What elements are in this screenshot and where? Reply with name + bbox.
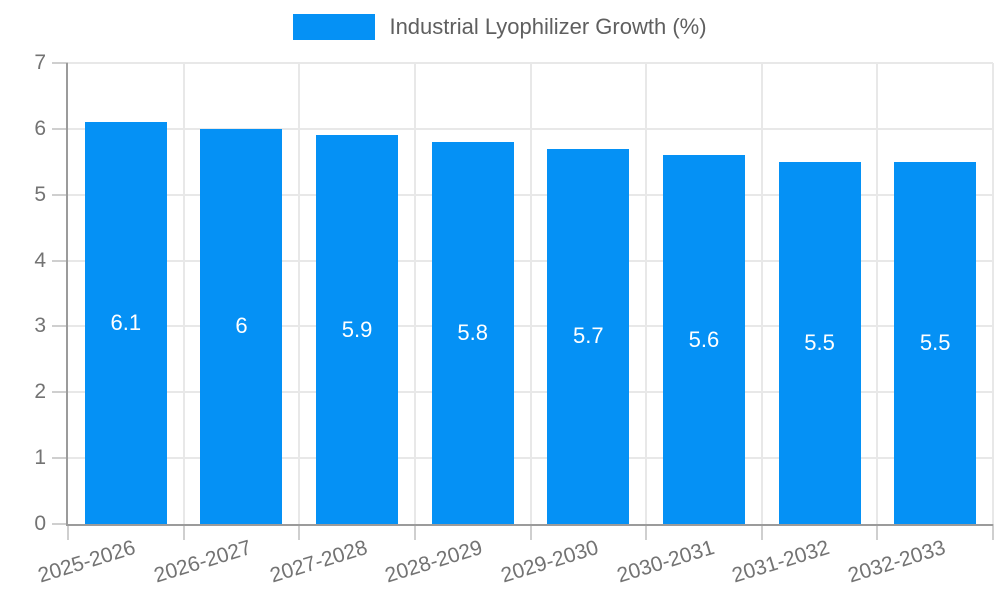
gridline-v: [992, 63, 994, 524]
gridline-v: [760, 63, 763, 524]
y-axis-tick: [52, 62, 68, 64]
y-axis-tick: [52, 325, 68, 328]
y-axis-tick-label: 4: [34, 248, 46, 272]
bar[interactable]: 5.6: [662, 155, 745, 524]
y-axis-tick: [52, 391, 68, 394]
x-axis-tick: [413, 524, 416, 540]
y-axis-tick: [52, 259, 68, 262]
gridline-v: [529, 63, 532, 524]
x-axis-line: [66, 524, 993, 526]
x-axis-tick-label: 2027-2028: [267, 536, 370, 588]
x-axis-tick: [760, 524, 763, 540]
x-axis-tick: [298, 524, 301, 540]
x-axis-tick-label: 2029-2030: [498, 536, 602, 588]
x-axis-tick-label: 2030-2031: [613, 536, 717, 588]
legend-swatch-icon: [293, 14, 376, 40]
bar[interactable]: 6.1: [84, 122, 167, 524]
x-axis-tick: [992, 524, 994, 540]
gridline-v: [182, 63, 185, 524]
x-axis-tick: [529, 524, 532, 540]
x-axis-tick-label: 2028-2029: [382, 536, 486, 588]
y-axis-tick: [52, 127, 68, 130]
x-axis-tick: [67, 524, 69, 540]
bar[interactable]: 6: [200, 128, 283, 524]
legend-label: Industrial Lyophilizer Growth (%): [389, 14, 707, 39]
bar-value-label: 5.9: [341, 316, 373, 342]
bar[interactable]: 5.9: [316, 135, 399, 524]
y-axis-tick-label: 2: [34, 380, 46, 404]
bar-value-label: 6.1: [110, 310, 142, 336]
bar[interactable]: 5.8: [431, 142, 514, 524]
bar-value-label: 5.8: [457, 320, 488, 345]
y-axis-tick: [52, 193, 68, 196]
y-axis-tick-label: 6: [34, 116, 46, 140]
chart-legend[interactable]: Industrial Lyophilizer Growth (%): [0, 14, 1000, 40]
gridline-v: [645, 63, 648, 524]
x-axis-tick-label: 2025-2026: [35, 536, 139, 588]
y-axis-tick-label: 0: [34, 512, 46, 535]
bar[interactable]: 5.5: [894, 161, 977, 524]
y-axis-tick-label: 3: [34, 314, 46, 338]
x-axis-tick-label: 2032-2033: [845, 536, 948, 588]
x-axis-tick: [876, 524, 879, 540]
bar-value-label: 6: [235, 313, 248, 339]
gridline-v: [876, 63, 879, 524]
bar-value-label: 5.7: [573, 323, 604, 349]
bar[interactable]: 5.5: [778, 161, 861, 524]
y-axis-tick-label: 1: [34, 446, 46, 470]
y-axis-tick-label: 7: [34, 51, 46, 74]
x-axis-tick: [182, 524, 185, 540]
y-axis-tick: [52, 457, 68, 460]
x-axis-tick-label: 2026-2027: [151, 536, 255, 588]
bar-value-label: 5.5: [804, 329, 835, 355]
x-axis-tick-label: 2031-2032: [729, 536, 833, 588]
y-axis-line: [66, 63, 68, 524]
bar-value-label: 5.6: [688, 326, 720, 352]
bar[interactable]: 5.7: [547, 148, 630, 524]
y-axis-tick-label: 5: [34, 182, 46, 206]
gridline-v: [298, 63, 301, 524]
x-axis-tick: [645, 524, 648, 540]
gridline-v: [413, 63, 416, 524]
y-axis-tick: [52, 523, 68, 525]
bar-value-label: 5.5: [919, 329, 951, 355]
